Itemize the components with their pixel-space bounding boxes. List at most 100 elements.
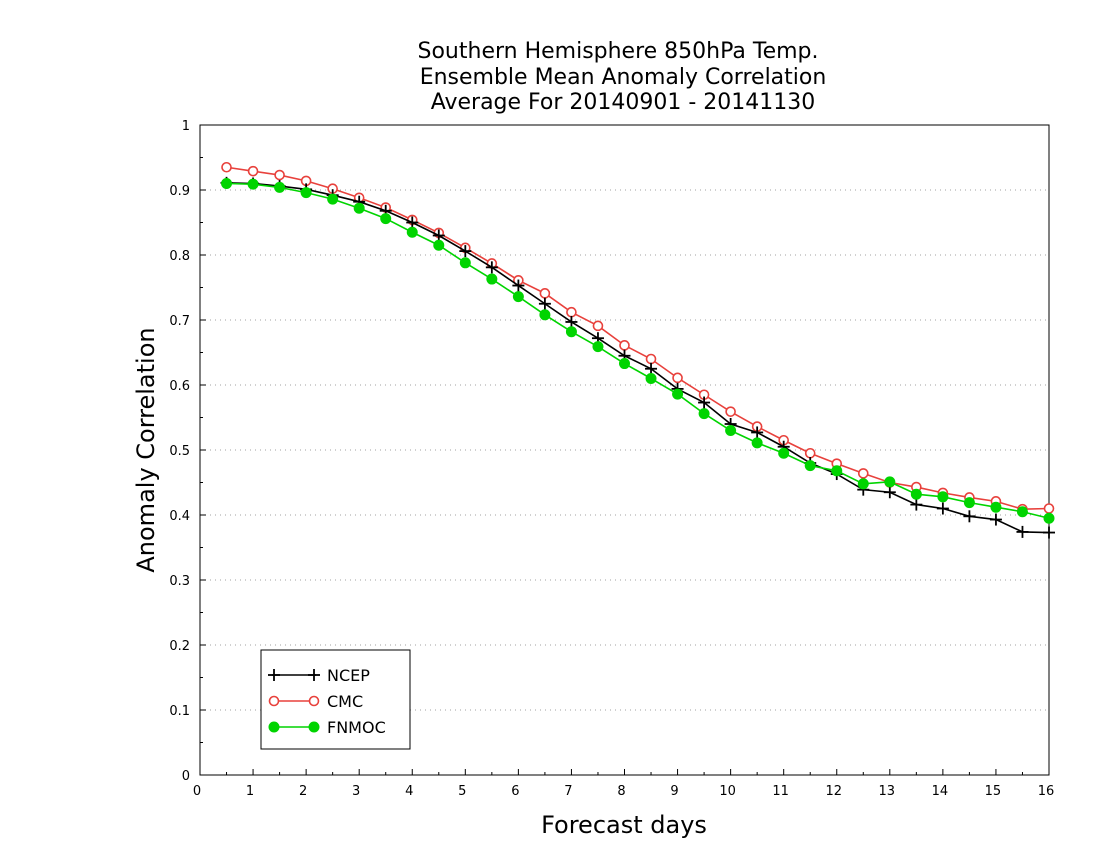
x-axis: 0 1 2 3 4 5 6 7 8 9 10 11 12 13 14 15 16 bbox=[193, 769, 1054, 799]
x-tick-label: 8 bbox=[617, 784, 625, 799]
y-tick-label: 1 bbox=[182, 119, 190, 134]
data-point bbox=[353, 202, 365, 214]
data-point bbox=[406, 226, 418, 238]
data-point bbox=[778, 447, 790, 459]
x-tick-label: 10 bbox=[719, 784, 736, 799]
legend-marker bbox=[268, 695, 280, 707]
x-tick-label: 1 bbox=[246, 784, 254, 799]
y-tick-label: 0.6 bbox=[169, 379, 190, 394]
data-point bbox=[804, 447, 816, 459]
data-point bbox=[512, 279, 525, 292]
x-tick-label: 5 bbox=[458, 784, 466, 799]
series-ncep bbox=[220, 176, 1055, 539]
legend-marker bbox=[268, 669, 280, 681]
x-tick-label: 0 bbox=[193, 784, 201, 799]
data-point bbox=[566, 306, 577, 318]
data-point bbox=[1016, 506, 1028, 518]
data-point bbox=[751, 426, 764, 439]
data-point bbox=[619, 358, 630, 370]
data-point bbox=[539, 288, 551, 299]
data-point bbox=[592, 341, 604, 353]
data-point bbox=[751, 437, 763, 449]
legend-marker bbox=[308, 669, 320, 681]
data-point bbox=[910, 488, 922, 500]
series-line-ncep bbox=[226, 182, 1050, 534]
data-point bbox=[857, 478, 869, 490]
x-tick-label: 7 bbox=[564, 784, 572, 799]
data-point bbox=[1043, 503, 1055, 514]
y-tick-label: 0.2 bbox=[169, 639, 190, 654]
data-point bbox=[645, 362, 658, 375]
data-point bbox=[698, 408, 710, 420]
data-point bbox=[672, 388, 684, 400]
data-point bbox=[433, 239, 445, 251]
data-point bbox=[538, 297, 551, 310]
data-point bbox=[990, 501, 1002, 513]
data-point bbox=[831, 465, 843, 477]
data-point bbox=[645, 353, 657, 365]
data-point bbox=[883, 486, 896, 499]
data-point bbox=[1043, 512, 1055, 524]
data-point bbox=[565, 315, 578, 328]
legend-marker bbox=[308, 721, 320, 733]
data-point bbox=[989, 513, 1002, 526]
data-point bbox=[406, 216, 419, 229]
data-point bbox=[327, 193, 339, 205]
legend-box bbox=[260, 649, 411, 750]
legend-item-cmc: CMC bbox=[268, 692, 363, 711]
y-axis-label: Anomaly Correlation bbox=[132, 327, 160, 572]
legend-label: NCEP bbox=[327, 666, 370, 685]
data-point bbox=[380, 213, 392, 225]
y-axis: 0 0.1 0.2 0.3 0.4 0.5 0.6 0.7 0.8 0.9 1 bbox=[169, 119, 206, 784]
data-point bbox=[432, 229, 445, 242]
x-tick-label: 13 bbox=[879, 784, 896, 799]
data-point bbox=[936, 502, 949, 515]
data-point bbox=[725, 406, 736, 417]
chart-title-line-3: Average For 20140901 - 20141130 bbox=[431, 90, 816, 115]
data-point bbox=[486, 273, 498, 285]
y-tick-label: 0.4 bbox=[169, 509, 190, 524]
x-tick-label: 6 bbox=[511, 784, 519, 799]
legend-item-fnmoc: FNMOC bbox=[268, 718, 386, 737]
legend: NCEP CMC FNMOC bbox=[260, 649, 411, 750]
legend-marker bbox=[308, 695, 320, 707]
legend-label: FNMOC bbox=[327, 718, 386, 737]
data-point bbox=[910, 498, 923, 511]
x-axis-label: Forecast days bbox=[541, 811, 707, 839]
data-point bbox=[274, 169, 285, 181]
x-tick-label: 9 bbox=[670, 784, 678, 799]
x-tick-label: 4 bbox=[405, 784, 413, 799]
x-tick-label: 14 bbox=[932, 784, 949, 799]
data-point bbox=[274, 181, 286, 193]
data-point bbox=[857, 468, 869, 479]
legend-label: CMC bbox=[327, 692, 363, 711]
data-point bbox=[485, 261, 498, 274]
legend-marker bbox=[268, 721, 280, 733]
x-tick-label: 2 bbox=[299, 784, 307, 799]
data-point bbox=[698, 396, 711, 409]
chart-title-line-2: Ensemble Mean Anomaly Correlation bbox=[420, 65, 827, 90]
data-point bbox=[247, 178, 259, 190]
data-point bbox=[1016, 525, 1029, 538]
data-point bbox=[1043, 526, 1055, 539]
data-point bbox=[512, 291, 524, 303]
series-fnmoc bbox=[221, 178, 1055, 524]
data-point bbox=[884, 476, 896, 488]
x-tick-label: 11 bbox=[772, 784, 789, 799]
y-tick-label: 0.5 bbox=[169, 444, 190, 459]
y-tick-label: 0.8 bbox=[169, 249, 190, 264]
data-point bbox=[937, 491, 949, 503]
y-tick-label: 0.3 bbox=[169, 574, 190, 589]
data-point bbox=[963, 497, 975, 509]
y-tick-label: 0.1 bbox=[169, 704, 190, 719]
data-point bbox=[725, 425, 737, 436]
x-tick-label: 16 bbox=[1038, 784, 1055, 799]
data-point bbox=[247, 165, 259, 177]
data-point bbox=[672, 372, 683, 384]
data-point bbox=[539, 309, 551, 321]
chart-title-line-1: Southern Hemisphere 850hPa Temp. bbox=[418, 39, 819, 64]
series bbox=[220, 161, 1055, 539]
x-tick-label: 3 bbox=[352, 784, 360, 799]
x-tick-label: 15 bbox=[985, 784, 1002, 799]
